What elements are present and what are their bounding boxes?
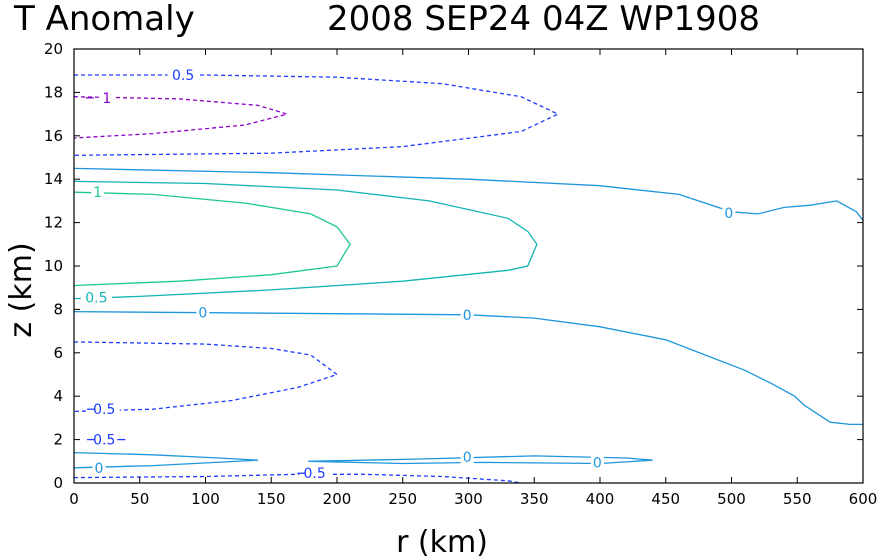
y-tick-label: 20 (44, 40, 63, 58)
contour-label: 0 (593, 455, 602, 471)
contour-label-background (460, 448, 474, 465)
x-axis-ticks: 0 50 100 150 200 250 300 350 400 450 500 550 600 (69, 49, 877, 508)
contour-label-background (91, 184, 105, 201)
contour-label-background (590, 454, 604, 471)
contour-line (74, 74, 560, 156)
y-tick-label: 12 (44, 214, 63, 232)
y-tick-label: 8 (53, 300, 63, 318)
contour-line (74, 310, 863, 426)
contour-line (74, 473, 522, 483)
x-tick-label: 600 (849, 490, 878, 508)
contour-label: 0 (724, 206, 733, 222)
y-tick-label: 0 (53, 474, 63, 492)
x-tick-label: 400 (586, 490, 615, 508)
y-tick-label: 16 (44, 127, 63, 145)
x-tick-label: 300 (454, 490, 483, 508)
x-tick-label: 100 (191, 490, 220, 508)
y-tick-label: 10 (44, 257, 63, 275)
chart-title-right: 2008 SEP24 04Z WP1908 (327, 0, 760, 39)
contour-label: 0 (95, 461, 104, 477)
contour-label-background (299, 465, 331, 482)
contour-label-background (92, 459, 106, 476)
contour-line (74, 96, 290, 139)
contour-label-background (167, 67, 199, 84)
contour-label: 1 (102, 91, 111, 107)
contour-line (308, 455, 653, 465)
x-axis-label: r (km) (396, 525, 488, 558)
contour-label: 0 (463, 308, 472, 324)
contour-labels: 0.5 1 0 1 0.5 0 0 0.5 0.5 0 0 0 0.5 (80, 67, 736, 482)
contour-label: 0.5 (172, 68, 194, 84)
x-tick-label: 250 (388, 490, 417, 508)
y-tick-label: 14 (44, 170, 63, 188)
contour-label-background (460, 306, 474, 323)
contour-label-background (88, 401, 120, 418)
contour-label: 0.5 (304, 466, 326, 482)
y-tick-label: 18 (44, 83, 63, 101)
x-tick-label: 550 (783, 490, 812, 508)
x-tick-label: 150 (257, 490, 286, 508)
contour-line (74, 180, 538, 300)
contour-lines (74, 74, 863, 483)
contour-label-background (88, 431, 120, 448)
x-tick-label: 50 (130, 490, 149, 508)
x-tick-label: 200 (323, 490, 352, 508)
y-axis-label: z (km) (4, 242, 39, 337)
x-tick-label: 450 (651, 490, 680, 508)
contour-label-background (722, 204, 736, 221)
y-tick-label: 4 (53, 387, 63, 405)
contour-label: 0.5 (85, 290, 107, 306)
contour-label-background (196, 304, 210, 321)
contour-line (74, 167, 863, 221)
x-tick-label: 0 (69, 490, 79, 508)
contour-line (74, 191, 351, 287)
contour-label: 0.5 (93, 402, 115, 418)
contour-label: 0 (463, 450, 472, 466)
y-tick-label: 6 (53, 344, 63, 362)
y-tick-label: 2 (53, 431, 63, 449)
contour-label-background (80, 289, 112, 306)
chart-title-left: T Anomaly (13, 0, 195, 39)
contour-label: 1 (93, 185, 102, 201)
x-tick-label: 350 (520, 490, 549, 508)
x-tick-label: 500 (717, 490, 746, 508)
contour-label-background (100, 89, 114, 106)
contour-label: 0 (198, 306, 207, 322)
contour-line (74, 451, 259, 469)
contour-label: 0.5 (93, 433, 115, 449)
